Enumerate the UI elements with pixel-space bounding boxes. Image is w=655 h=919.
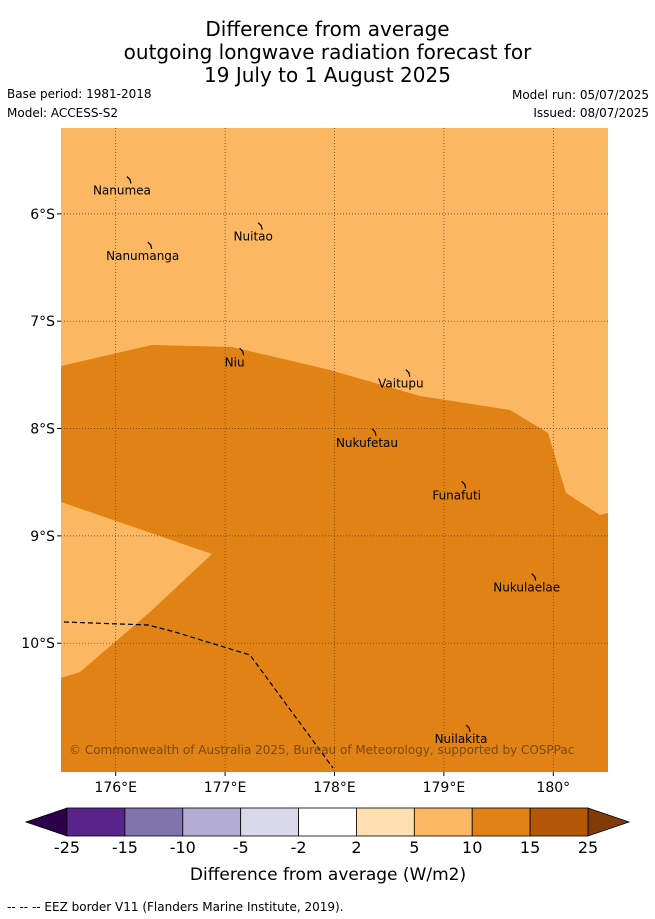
- island-mark: [147, 241, 153, 250]
- x-tick-label: 178°E: [313, 780, 356, 796]
- colorbar-label: Difference from average (W/m2): [190, 865, 466, 885]
- place-label: Nuilakita: [435, 732, 488, 746]
- colorbar-segment: [529, 807, 589, 837]
- colorbar-tick-label: -5: [233, 838, 249, 857]
- place-label: Nuitao: [234, 230, 273, 244]
- place-label: Niu: [225, 355, 245, 369]
- title-line-3: 19 July to 1 August 2025: [204, 63, 451, 87]
- island-mark: [405, 369, 411, 377]
- island-mark: [461, 480, 467, 489]
- colorbar-tick-label: 10: [462, 838, 482, 857]
- colorbar-segment: [66, 807, 126, 837]
- model-name: Model: ACCESS-S2: [7, 106, 119, 120]
- colorbar-tick-label: 2: [351, 838, 361, 857]
- colorbar-tick-label: 15: [520, 838, 540, 857]
- x-tick-label: 177°E: [204, 780, 247, 796]
- x-tick-label: 179°E: [423, 780, 466, 796]
- y-tick-label: 10°S: [21, 636, 55, 652]
- model-run: Model run: 05/07/2025: [511, 88, 649, 102]
- grid-lines: [61, 128, 608, 772]
- colorbar-tick-label: -25: [54, 838, 80, 857]
- island-mark: [371, 428, 377, 436]
- island-mark: [239, 347, 245, 356]
- y-tick-label: 8°S: [30, 422, 55, 438]
- place-label: Nanumanga: [106, 249, 179, 263]
- issued-date: Issued: 08/07/2025: [533, 106, 649, 120]
- colorbar-tick-label: -2: [291, 838, 307, 857]
- credit-text: © Commonwealth of Australia 2025, Bureau…: [69, 743, 574, 757]
- base-period: Base period: 1981-2018: [7, 87, 152, 101]
- title-line-1: Difference from average: [205, 17, 450, 41]
- colorbar-tick-label: 5: [409, 838, 419, 857]
- title-line-2: outgoing longwave radiation forecast for: [123, 40, 532, 64]
- region-dark-orange: [61, 345, 608, 772]
- y-tick-label: 9°S: [30, 529, 55, 545]
- place-label: Nukulaelae: [493, 581, 560, 595]
- colorbar-segment: [356, 807, 415, 837]
- place-label: Nukufetau: [336, 436, 398, 450]
- colorbar-tick-label: 25: [578, 838, 598, 857]
- colorbar: -25 -15 -10 -5 -2 2 5 10 15 25: [24, 807, 631, 857]
- x-tick-label: 180°: [536, 780, 570, 796]
- place-label: Nanumea: [93, 184, 151, 198]
- place-label: Funafuti: [432, 488, 481, 502]
- colorbar-segment: [240, 807, 299, 837]
- colorbar-tick-label: -10: [170, 838, 196, 857]
- y-tick-label: 6°S: [30, 207, 55, 223]
- island-mark: [126, 176, 132, 184]
- colorbar-extend-high: [587, 807, 631, 837]
- colorbar-segment: [413, 807, 473, 837]
- map-area: Nanumea Nuitao Nanumanga Niu Vaitupu Nukufeta…: [61, 128, 608, 772]
- colorbar-segment: [471, 807, 531, 837]
- island-mark: [531, 573, 537, 581]
- island-mark: [257, 222, 263, 230]
- place-label: Vaitupu: [378, 377, 424, 391]
- colorbar-segment: [182, 807, 242, 837]
- colorbar-tick-label: -15: [112, 838, 138, 857]
- place-labels: Nanumea Nuitao Nanumanga Niu Vaitupu Nukufeta…: [93, 184, 560, 746]
- island-marks: [126, 176, 537, 733]
- island-mark: [465, 724, 471, 733]
- eez-border: [63, 621, 334, 769]
- x-tick-label: 176°E: [94, 780, 137, 796]
- y-tick-label: 7°S: [30, 314, 55, 330]
- colorbar-segment: [124, 807, 184, 837]
- eez-legend-note: -- -- -- EEZ border V11 (Flanders Marine…: [7, 900, 344, 914]
- colorbar-segment: [298, 807, 357, 837]
- axis-labels: 176°E 177°E 178°E 179°E 180° 6°S 7°S 8°S 9°S 10°S: [21, 207, 570, 796]
- colorbar-extend-low: [24, 807, 68, 837]
